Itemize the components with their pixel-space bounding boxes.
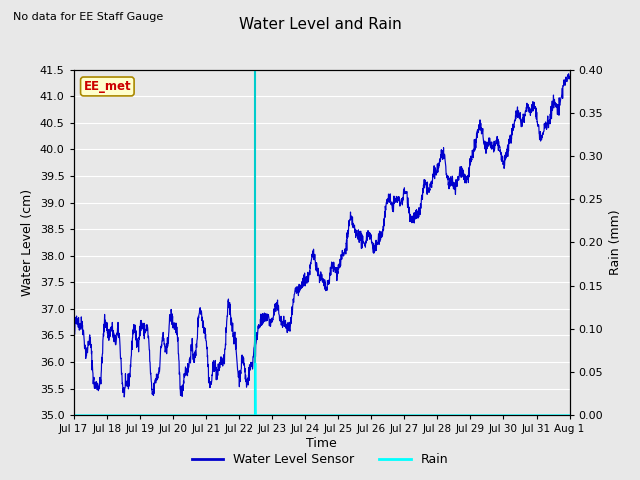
X-axis label: Time: Time (306, 437, 337, 450)
Text: Water Level and Rain: Water Level and Rain (239, 17, 401, 32)
Y-axis label: Water Level (cm): Water Level (cm) (21, 189, 35, 296)
Text: No data for EE Staff Gauge: No data for EE Staff Gauge (13, 12, 163, 22)
Legend: Water Level Sensor, Rain: Water Level Sensor, Rain (187, 448, 453, 471)
Y-axis label: Rain (mm): Rain (mm) (609, 210, 622, 275)
Text: EE_met: EE_met (84, 80, 131, 93)
